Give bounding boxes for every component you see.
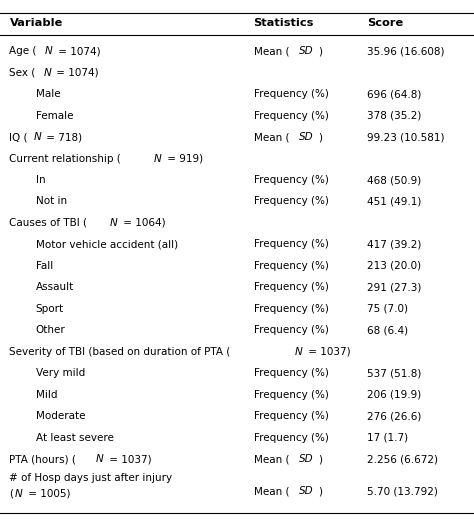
Text: ): ) xyxy=(318,454,322,464)
Text: Severity of TBI (based on duration of PTA (: Severity of TBI (based on duration of PT… xyxy=(9,347,231,357)
Text: 468 (50.9): 468 (50.9) xyxy=(367,175,421,185)
Text: 378 (35.2): 378 (35.2) xyxy=(367,111,422,120)
Text: 451 (49.1): 451 (49.1) xyxy=(367,197,422,207)
Text: 696 (64.8): 696 (64.8) xyxy=(367,89,422,99)
Text: N: N xyxy=(154,154,162,163)
Text: Frequency (%): Frequency (%) xyxy=(254,368,328,378)
Text: = 1037): = 1037) xyxy=(305,347,351,357)
Text: Frequency (%): Frequency (%) xyxy=(254,325,328,335)
Text: 2.256 (6.672): 2.256 (6.672) xyxy=(367,454,438,464)
Text: 276 (26.6): 276 (26.6) xyxy=(367,411,422,421)
Text: 213 (20.0): 213 (20.0) xyxy=(367,261,421,271)
Text: Frequency (%): Frequency (%) xyxy=(254,390,328,400)
Text: Causes of TBI (: Causes of TBI ( xyxy=(9,218,88,228)
Text: Motor vehicle accident (all): Motor vehicle accident (all) xyxy=(36,239,178,250)
Text: = 919): = 919) xyxy=(164,154,203,163)
Text: = 1064): = 1064) xyxy=(120,218,166,228)
Text: Not in: Not in xyxy=(36,197,67,207)
Text: ): ) xyxy=(318,132,322,142)
Text: 5.70 (13.792): 5.70 (13.792) xyxy=(367,486,438,496)
Text: SD: SD xyxy=(300,486,314,496)
Text: Assault: Assault xyxy=(36,282,74,292)
Text: Score: Score xyxy=(367,18,403,28)
Text: Current relationship (: Current relationship ( xyxy=(9,154,121,163)
Text: N: N xyxy=(295,347,303,357)
Text: ): ) xyxy=(318,486,322,496)
Text: Mean (: Mean ( xyxy=(254,46,289,56)
Text: 291 (27.3): 291 (27.3) xyxy=(367,282,422,292)
Text: 417 (39.2): 417 (39.2) xyxy=(367,239,422,250)
Text: Frequency (%): Frequency (%) xyxy=(254,89,328,99)
Text: = 1074): = 1074) xyxy=(54,67,99,78)
Text: 206 (19.9): 206 (19.9) xyxy=(367,390,421,400)
Text: N: N xyxy=(15,489,22,499)
Text: = 1037): = 1037) xyxy=(106,454,151,464)
Text: N: N xyxy=(33,132,41,142)
Text: Frequency (%): Frequency (%) xyxy=(254,239,328,250)
Text: Frequency (%): Frequency (%) xyxy=(254,304,328,314)
Text: Frequency (%): Frequency (%) xyxy=(254,175,328,185)
Text: 75 (7.0): 75 (7.0) xyxy=(367,304,408,314)
Text: Variable: Variable xyxy=(9,18,63,28)
Text: 537 (51.8): 537 (51.8) xyxy=(367,368,422,378)
Text: Frequency (%): Frequency (%) xyxy=(254,411,328,421)
Text: Very mild: Very mild xyxy=(36,368,85,378)
Text: Mean (: Mean ( xyxy=(254,486,289,496)
Text: Mean (: Mean ( xyxy=(254,454,289,464)
Text: Mean (: Mean ( xyxy=(254,132,289,142)
Text: N: N xyxy=(43,67,51,78)
Text: N: N xyxy=(45,46,53,56)
Text: IQ (: IQ ( xyxy=(9,132,28,142)
Text: = 718): = 718) xyxy=(43,132,82,142)
Text: Frequency (%): Frequency (%) xyxy=(254,282,328,292)
Text: SD: SD xyxy=(300,454,314,464)
Text: = 1074): = 1074) xyxy=(55,46,100,56)
Text: 35.96 (16.608): 35.96 (16.608) xyxy=(367,46,445,56)
Text: Other: Other xyxy=(36,325,65,335)
Text: 68 (6.4): 68 (6.4) xyxy=(367,325,409,335)
Text: Age (: Age ( xyxy=(9,46,37,56)
Text: N: N xyxy=(96,454,103,464)
Text: PTA (hours) (: PTA (hours) ( xyxy=(9,454,76,464)
Text: In: In xyxy=(36,175,45,185)
Text: 17 (1.7): 17 (1.7) xyxy=(367,433,409,443)
Text: Sex (: Sex ( xyxy=(9,67,36,78)
Text: At least severe: At least severe xyxy=(36,433,113,443)
Text: (: ( xyxy=(9,489,13,499)
Text: Statistics: Statistics xyxy=(254,18,314,28)
Text: Female: Female xyxy=(36,111,73,120)
Text: Frequency (%): Frequency (%) xyxy=(254,197,328,207)
Text: Male: Male xyxy=(36,89,60,99)
Text: SD: SD xyxy=(300,132,314,142)
Text: Fall: Fall xyxy=(36,261,53,271)
Text: Frequency (%): Frequency (%) xyxy=(254,261,328,271)
Text: Sport: Sport xyxy=(36,304,64,314)
Text: Frequency (%): Frequency (%) xyxy=(254,433,328,443)
Text: 99.23 (10.581): 99.23 (10.581) xyxy=(367,132,445,142)
Text: = 1005): = 1005) xyxy=(25,489,70,499)
Text: ): ) xyxy=(318,46,322,56)
Text: N: N xyxy=(110,218,118,228)
Text: # of Hosp days just after injury: # of Hosp days just after injury xyxy=(9,473,173,483)
Text: Moderate: Moderate xyxy=(36,411,85,421)
Text: Mild: Mild xyxy=(36,390,57,400)
Text: Frequency (%): Frequency (%) xyxy=(254,111,328,120)
Text: SD: SD xyxy=(300,46,314,56)
